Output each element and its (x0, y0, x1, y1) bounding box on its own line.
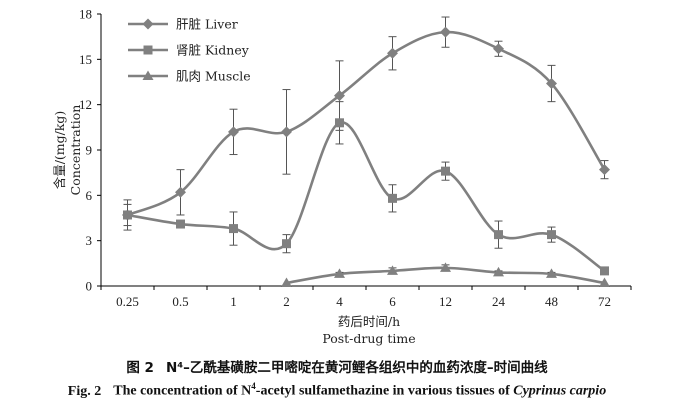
data-point (123, 210, 132, 220)
series-muscle (281, 262, 610, 287)
data-point (335, 118, 344, 128)
x-axis-label-cn: 药后时间/h (338, 314, 400, 329)
caption-cn-text: N⁴–乙酰基磺胺二甲嘧啶在黄河鲤各组织中的血药浓度–时间曲线 (165, 360, 548, 376)
data-point (281, 126, 292, 138)
y-tick-label: 15 (79, 52, 92, 67)
data-point (281, 277, 292, 287)
y-axis-label-en: Concentration (68, 105, 83, 196)
x-tick-label: 2 (283, 294, 290, 309)
data-point (228, 126, 239, 138)
data-point (334, 90, 345, 102)
data-point (441, 166, 450, 176)
data-point (334, 268, 345, 278)
series-liver (122, 16, 610, 227)
y-axis-label-cn: 含量/(mg/kg) (52, 111, 67, 190)
caption-en-superscript: 4 (251, 381, 256, 391)
data-point (282, 239, 291, 249)
legend-marker (143, 45, 153, 55)
data-point (388, 193, 397, 203)
caption-en-species: Cyprinus carpio (513, 383, 607, 399)
caption-en-text-mid: -acetyl sulfamethazine in various tissue… (255, 383, 514, 399)
figure-caption-cn: 图 2 N⁴–乙酰基磺胺二甲嘧啶在黄河鲤各组织中的血药浓度–时间曲线 (0, 356, 674, 376)
x-tick-label: 72 (598, 294, 611, 309)
data-point (494, 230, 503, 240)
legend-marker (142, 18, 154, 30)
legend-marker (142, 70, 154, 80)
legend: 肝脏 Liver 肾脏 Kidney 肌肉 Muscle (128, 17, 251, 84)
data-point (599, 277, 610, 287)
data-point (440, 26, 451, 38)
series-kidney (123, 101, 609, 276)
x-tick-label: 12 (439, 294, 452, 309)
figure-caption-en: Fig. 2 The concentration of N4-acetyl sul… (0, 381, 674, 400)
data-point (546, 268, 557, 278)
x-axis-ticks: 0.25 0.5 1 2 4 6 12 24 48 72 (100, 286, 632, 309)
data-point (440, 262, 451, 272)
y-tick-label: 9 (86, 143, 93, 158)
legend-label: 肌肉 Muscle (176, 69, 251, 84)
caption-cn-label: 图 2 (126, 360, 154, 376)
data-point (546, 78, 557, 90)
data-point (599, 164, 610, 176)
data-point (387, 47, 398, 59)
data-point (493, 266, 504, 277)
x-axis-label-en: Post-drug time (322, 331, 415, 346)
legend-label: 肾脏 Kidney (176, 43, 250, 58)
caption-en-label: Fig. 2 (67, 383, 102, 399)
x-tick-label: 6 (389, 294, 396, 309)
caption-en-text-pre: The concentration of N (113, 383, 252, 399)
legend-label: 肝脏 Liver (176, 17, 238, 32)
y-tick-label: 6 (86, 188, 93, 203)
data-point (387, 265, 398, 275)
data-point (229, 224, 238, 234)
y-tick-label: 12 (79, 97, 92, 112)
data-point (493, 43, 504, 55)
x-tick-label: 1 (230, 294, 237, 309)
y-axis-ticks: 0 3 6 9 12 15 18 (79, 7, 101, 294)
x-tick-label: 0.5 (172, 294, 188, 309)
data-point (175, 186, 186, 198)
data-point (600, 266, 609, 276)
x-tick-label: 24 (492, 294, 506, 309)
x-tick-label: 0.25 (116, 294, 139, 309)
series-line (126, 30, 606, 217)
data-point (547, 230, 556, 240)
data-point (176, 219, 185, 229)
series-layer (122, 16, 610, 287)
axis-titles: 含量/(mg/kg) Concentration 药后时间/h Post-dru… (52, 105, 416, 346)
y-tick-label: 18 (79, 7, 92, 22)
x-tick-label: 4 (336, 294, 343, 309)
y-tick-label: 3 (86, 233, 93, 248)
x-tick-label: 48 (545, 294, 558, 309)
y-tick-label: 0 (86, 279, 93, 294)
series-line (127, 121, 606, 272)
